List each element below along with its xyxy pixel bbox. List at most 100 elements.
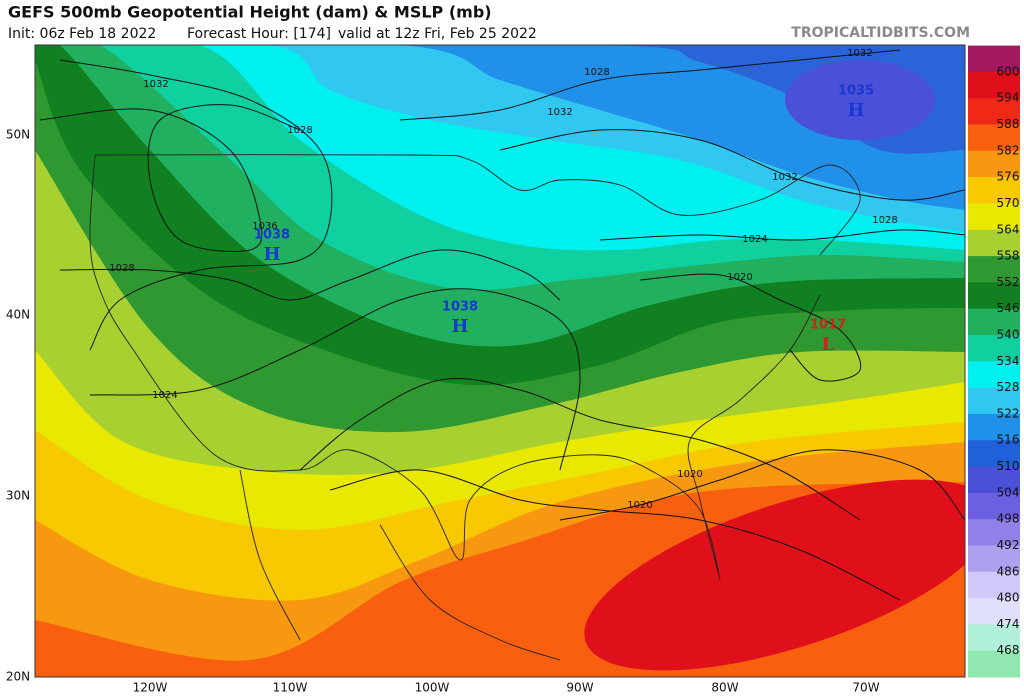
- colorbar-bin: [968, 545, 1020, 573]
- isobar-label: 1020: [677, 469, 702, 480]
- colorbar-bin: [968, 466, 1020, 494]
- isobar: [399, 49, 901, 121]
- longitude-label: 70W: [852, 681, 879, 695]
- isobar-label: 1028: [287, 125, 312, 136]
- colorbar-bin: [968, 308, 1020, 336]
- colorbar-label: 492: [997, 538, 1020, 552]
- center-letter: H: [847, 100, 864, 121]
- colorbar-bin: [968, 71, 1020, 99]
- colorbar-bin: [968, 45, 1020, 73]
- init-time: Init: 06z Feb 18 2022: [8, 26, 156, 42]
- isobar-label: 1036: [252, 221, 277, 232]
- colorbar-bin: [968, 650, 1020, 678]
- colorbar-bin: [968, 150, 1020, 178]
- isobar: [89, 288, 581, 471]
- colorbar-label: 486: [997, 564, 1020, 578]
- colorbar-bin: [968, 440, 1020, 468]
- colorbar-bin: [968, 519, 1020, 546]
- colorbar-label: 480: [997, 591, 1020, 605]
- colorbar-label: 546: [997, 301, 1020, 315]
- colorbar-bin: [968, 571, 1020, 599]
- site-name: TROPICALTIDBITS.COM: [791, 25, 970, 41]
- isobar-label: 1020: [627, 500, 652, 511]
- longitude-label: 110W: [273, 681, 308, 695]
- center-letter: H: [451, 316, 468, 337]
- colorbar-bin: [968, 98, 1020, 126]
- colorbar-bin: [968, 203, 1020, 231]
- isobar-label: 1024: [152, 390, 177, 401]
- colorbar-label: 474: [997, 617, 1020, 631]
- isobar: [59, 249, 561, 301]
- colorbar-label: 576: [997, 170, 1020, 184]
- border-line: [379, 524, 561, 661]
- longitude-label: 80W: [711, 681, 738, 695]
- colorbar-label: 498: [997, 512, 1020, 526]
- latitude-label: 30N: [6, 489, 30, 503]
- longitude-label: 120W: [133, 681, 168, 695]
- isobar-label: 1032: [772, 172, 797, 183]
- colorbar-bin: [968, 624, 1020, 652]
- longitude-label: 100W: [415, 681, 450, 695]
- center-pressure: 1038: [442, 300, 478, 315]
- isobar-label: 1028: [872, 215, 897, 226]
- colorbar-bin: [968, 598, 1020, 625]
- colorbar-bin: [968, 256, 1020, 283]
- forecast-hour: Forecast Hour: [174]: [187, 26, 331, 42]
- colorbar-bin: [968, 492, 1020, 520]
- colorbar-label: 570: [997, 196, 1020, 210]
- isobar: [59, 59, 333, 351]
- isobar: [39, 104, 301, 252]
- colorbar-label: 582: [997, 143, 1020, 157]
- colorbar-label: 504: [997, 485, 1020, 499]
- border-line: [239, 469, 301, 641]
- latitude-label: 40N: [6, 308, 30, 322]
- latitude-label: 50N: [6, 128, 30, 142]
- isobar-label: 1028: [109, 263, 134, 274]
- map-area: [35, 45, 965, 677]
- isobar: [639, 273, 862, 382]
- colorbar-bin: [968, 413, 1020, 441]
- colorbar-label: 534: [997, 354, 1020, 368]
- isobar: [499, 129, 965, 201]
- colorbar-label: 468: [997, 643, 1020, 657]
- colorbar-bin: [968, 229, 1020, 257]
- colorbar-label: 540: [997, 327, 1020, 341]
- isobar-label: 1024: [742, 234, 767, 245]
- border-line: [94, 154, 861, 256]
- colorbar-label: 558: [997, 249, 1020, 263]
- valid-time: valid at 12z Fri, Feb 25 2022: [338, 26, 537, 42]
- center-letter: H: [263, 244, 280, 265]
- colorbar-bin: [968, 282, 1020, 310]
- colorbar-bin: [968, 124, 1020, 152]
- colorbar-bin: [968, 334, 1020, 362]
- colorbar-bin: [968, 361, 1020, 389]
- latitude-label: 20N: [6, 670, 30, 684]
- isobar: [559, 449, 965, 521]
- colorbar-label: 528: [997, 380, 1020, 394]
- isobar: [329, 469, 901, 601]
- colorbar-label: 522: [997, 406, 1020, 420]
- colorbar-label: 588: [997, 117, 1020, 131]
- colorbar-bin: [968, 177, 1020, 204]
- title: GEFS 500mb Geopotential Height (dam) & M…: [8, 3, 492, 22]
- colorbar-label: 564: [997, 222, 1020, 236]
- center-pressure: 1017: [810, 318, 846, 333]
- isobar: [299, 377, 861, 521]
- center-pressure: 1038: [254, 228, 290, 243]
- colorbar-label: 594: [997, 91, 1020, 105]
- colorbar-bin: [968, 387, 1020, 415]
- center-pressure: 1035: [838, 84, 874, 99]
- height-band: [785, 60, 935, 140]
- isobar-label: 1020: [727, 272, 752, 283]
- isobar-label: 1032: [847, 48, 872, 59]
- longitude-label: 90W: [566, 681, 593, 695]
- isobar: [599, 229, 965, 241]
- isobar-label: 1032: [143, 79, 168, 90]
- border-line: [89, 154, 821, 581]
- colorbar-label: 600: [997, 64, 1020, 78]
- colorbar-label: 510: [997, 459, 1020, 473]
- map-frame: [34, 44, 966, 678]
- isobar-label: 1032: [547, 107, 572, 118]
- colorbar-label: 516: [997, 433, 1020, 447]
